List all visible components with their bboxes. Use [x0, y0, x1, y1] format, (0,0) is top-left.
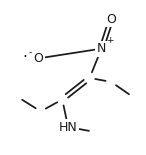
Text: HN: HN: [59, 121, 78, 133]
Text: -: -: [28, 48, 32, 57]
Text: +: +: [106, 36, 113, 45]
Text: O: O: [106, 13, 116, 26]
Text: N: N: [97, 42, 106, 55]
Text: ·: ·: [22, 50, 27, 65]
Text: O: O: [34, 52, 44, 65]
